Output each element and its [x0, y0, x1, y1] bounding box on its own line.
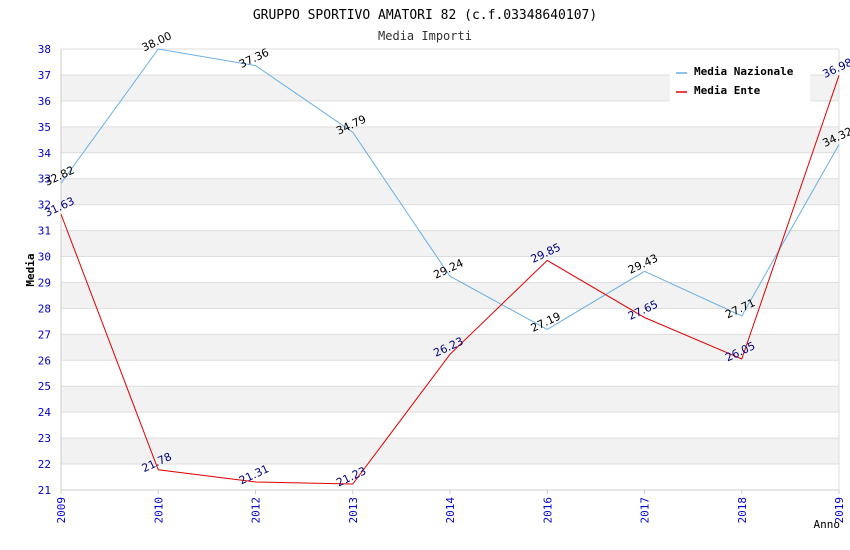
data-label-media-nazionale: 27.19	[529, 310, 563, 335]
axes	[60, 49, 840, 494]
grid-band	[61, 230, 839, 257]
legend: Media Nazionale Media Ente	[670, 60, 810, 102]
grid-band	[61, 126, 839, 153]
y-tick-label: 26	[38, 354, 51, 367]
y-tick-label: 23	[38, 432, 51, 445]
y-tick-label: 38	[38, 43, 51, 56]
x-tick-label-2019: 2019	[833, 497, 846, 524]
y-tick-label: 24	[38, 406, 52, 419]
data-label-media-nazionale: 37.36	[237, 46, 271, 71]
legend-label-media-ente: Media Ente	[694, 84, 761, 97]
data-label-media-ente: 21.31	[237, 462, 271, 487]
y-tick-label: 27	[38, 328, 51, 341]
y-tick-label: 25	[38, 380, 51, 393]
y-tick-label: 21	[38, 484, 51, 497]
y-tick-label: 31	[38, 225, 51, 238]
y-tick-label: 33	[38, 173, 51, 186]
chart-title: GRUPPO SPORTIVO AMATORI 82 (c.f.03348640…	[253, 8, 597, 23]
y-tick-label: 29	[38, 276, 51, 289]
y-tick-labels: 21 22 23 24 25 26 27 28 29 30 31 32 33 34 35 36 37 38	[38, 43, 52, 497]
x-tick-label-2009: 2009	[55, 497, 68, 524]
x-tick-label-2010: 2010	[152, 497, 165, 524]
x-tick-label-2014: 2014	[444, 497, 457, 524]
grid-band	[61, 282, 839, 309]
y-tick-label: 32	[38, 199, 51, 212]
grid-band	[61, 334, 839, 361]
series-line-media-ente	[60, 75, 840, 485]
y-tick-label: 37	[38, 69, 51, 82]
grid-band	[61, 438, 839, 465]
x-tick-label-2016: 2016	[541, 497, 554, 524]
x-axis-label: Anno	[814, 518, 841, 531]
grid-bands	[61, 74, 839, 465]
x-tick-labels: 2009 2010 2012 2013 2014 2016 2017 2018 2019	[55, 497, 846, 524]
y-tick-label: 22	[38, 458, 51, 471]
grid-band	[61, 386, 839, 413]
x-tick-label-2018: 2018	[736, 497, 749, 524]
y-tick-label: 35	[38, 121, 51, 134]
y-tick-label: 36	[38, 95, 51, 108]
grid-band	[61, 178, 839, 205]
y-axis-label: Media	[24, 253, 37, 286]
y-tick-label: 34	[38, 147, 52, 160]
x-tick-label-2017: 2017	[639, 497, 652, 524]
chart-subtitle: Media Importi	[378, 29, 472, 43]
data-label-media-ente: 21.23	[334, 464, 368, 489]
legend-label-media-nazionale: Media Nazionale	[694, 65, 794, 78]
x-tick-label-2012: 2012	[250, 497, 263, 524]
x-tick-label-2013: 2013	[347, 497, 360, 524]
y-tick-label: 30	[38, 251, 51, 264]
data-label-media-nazionale: 29.24	[431, 257, 465, 282]
series-line-media-nazionale	[60, 48, 840, 330]
legend-box	[670, 60, 810, 102]
y-tick-label: 28	[38, 302, 51, 315]
